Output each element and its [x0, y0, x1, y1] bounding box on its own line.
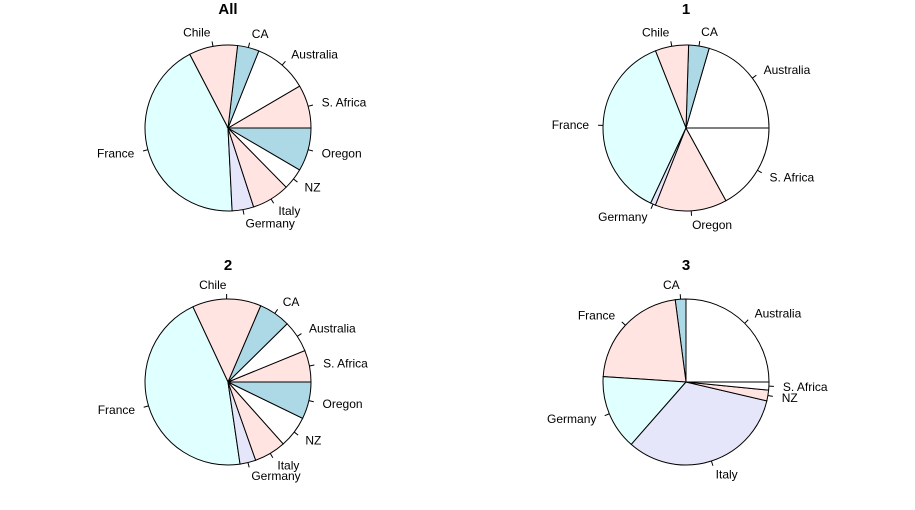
pie-label-s-africa: S. Africa [769, 170, 814, 184]
pie-label-tick-oregon [308, 400, 314, 403]
pie-label-tick-france [143, 405, 149, 408]
pie-label-tick-germany [650, 203, 654, 209]
pie-label-tick-nz [293, 178, 298, 183]
chart-title-all: All [218, 1, 237, 18]
pie-label-australia: Australia [764, 63, 811, 77]
pie-label-chile: Chile [642, 25, 670, 39]
pie-label-ca: CA [283, 295, 300, 309]
pie-label-tick-australia [297, 333, 302, 337]
pie-label-nz: NZ [782, 391, 798, 405]
pie-slice-australia [685, 47, 770, 129]
pie-label-tick-s-africa [307, 104, 314, 107]
pie-slice-france [602, 299, 687, 383]
pie-label-chile: Chile [199, 278, 227, 292]
pie-label-tick-chile [211, 41, 214, 47]
pie-label-italy: Italy [278, 204, 300, 218]
pie-slice-germany [602, 376, 688, 446]
pie-slice-france [602, 50, 687, 204]
pie-label-s-africa: S. Africa [323, 356, 368, 370]
pie-label-tick-germany [242, 209, 245, 215]
pie-label-ca: CA [701, 25, 718, 39]
pie-slice-oregon [654, 126, 727, 212]
pie-label-tick-france [142, 149, 149, 152]
pie-slice-oregon [227, 381, 312, 420]
pie-label-tick-germany [604, 413, 610, 417]
pie-label-tick-chile [670, 41, 673, 47]
pie-label-s-africa: S. Africa [783, 380, 828, 394]
chart-title-2: 2 [224, 257, 232, 274]
pie-label-tick-australia [281, 60, 286, 66]
pie-label-oregon: Oregon [323, 397, 363, 411]
pie-label-tick-ca [698, 41, 701, 47]
pie-label-nz: NZ [305, 181, 321, 195]
pie-label-germany: Germany [547, 412, 596, 426]
pie-label-australia: Australia [291, 48, 338, 62]
pie-panel-all: All S. Africa Australia CA Chile France Germa… [97, 1, 367, 230]
chart-title-3: 3 [682, 257, 690, 274]
pie-label-tick-s-africa [309, 364, 315, 367]
pie-label-france: France [97, 146, 135, 160]
pie-label-oregon: Oregon [322, 146, 362, 160]
pie-label-ca: CA [252, 27, 269, 41]
pie-label-tick-australia [752, 74, 757, 79]
pie-label-germany: Germany [246, 216, 295, 230]
chart-title-1: 1 [682, 1, 690, 18]
pie-label-chile: Chile [183, 26, 211, 40]
pie-label-italy: Italy [716, 467, 738, 481]
pie-slice-australia [685, 298, 770, 383]
pie-label-australia: Australia [309, 322, 356, 336]
pie-label-france: France [98, 403, 136, 417]
pie-label-tick-ca [247, 42, 251, 48]
pie-label-tick-italy [710, 460, 714, 466]
pie-label-australia: Australia [755, 306, 802, 320]
pie-label-france: France [578, 309, 616, 323]
pie-label-tick-france [621, 321, 626, 326]
pie-label-s-africa: S. Africa [322, 96, 367, 110]
pie-label-oregon: Oregon [692, 218, 732, 232]
pie-slice-chile [192, 298, 262, 384]
pie-label-tick-nz [293, 431, 299, 436]
pie-label-tick-s-africa [757, 169, 763, 174]
pie-label-tick-italy [270, 198, 275, 204]
pie-label-ca: CA [663, 278, 680, 292]
pie-label-tick-germany [247, 462, 250, 468]
pie-label-tick-ca [274, 309, 279, 314]
pie-label-tick-italy [269, 453, 274, 458]
pie-panel-3: 3 Australia CA France Germany Italy NZS. Afri… [547, 257, 828, 481]
pie-label-germany: Germany [598, 210, 647, 224]
pie-label-tick-australia [744, 319, 749, 324]
pie-panel-2: 2 S. Africa Australia CA Chile France Germany… [98, 257, 368, 483]
pie-label-france: France [552, 118, 590, 132]
pie-slice-france [144, 306, 241, 466]
pie-label-tick-nz [767, 395, 773, 397]
pie-slice-italy [630, 381, 768, 466]
pie-label-germany: Germany [251, 469, 300, 483]
pie-panel-1: 1 Australia CA Chile France Germany Oregon S. … [552, 1, 815, 232]
pie-label-tick-oregon [307, 149, 314, 152]
pie-label-nz: NZ [305, 434, 321, 448]
pie-label-italy: Italy [277, 458, 299, 472]
